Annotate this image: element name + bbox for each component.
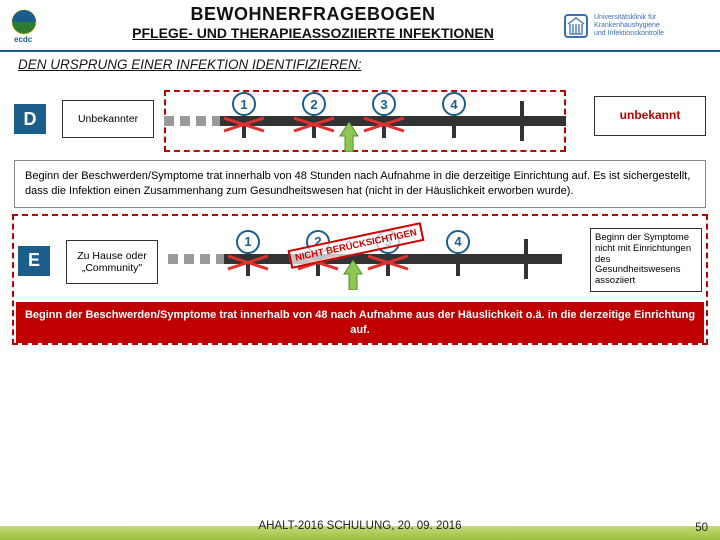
tick-num-d-2: 2 xyxy=(302,92,326,116)
green-arrow-d xyxy=(338,122,360,152)
tick-num-e-4: 4 xyxy=(446,230,470,254)
logo-right-line2: Krankenhaushygiene xyxy=(594,22,664,30)
uniklinik-logo: Universitätsklinik für Krankenhaushygien… xyxy=(562,4,712,48)
letter-badge-d: D xyxy=(14,104,46,134)
ecdc-logo: ecdc xyxy=(8,4,64,46)
logo-right-line1: Universitätsklinik für xyxy=(594,14,664,22)
timeline-d: 1 2 3 4 xyxy=(164,96,566,144)
bar-dashed-e xyxy=(168,254,228,264)
tick-num-d-4: 4 xyxy=(442,92,466,116)
svg-text:ecdc: ecdc xyxy=(14,35,33,44)
strike-d-2 xyxy=(288,118,340,128)
footer: AHALT-2016 SCHULUNG, 20. 09. 2016 xyxy=(0,512,720,540)
tick-num-d-1: 1 xyxy=(232,92,256,116)
section-e-wrap: E Zu Hause oder „Community" 1 2 3 4 NICH… xyxy=(12,214,708,346)
diagram-row-d: D Unbekannter 1 2 3 4 unbekannt xyxy=(14,82,706,156)
desc-d: Beginn der Beschwerden/Symptome trat inn… xyxy=(14,160,706,208)
strike-d-1 xyxy=(218,118,270,128)
bar-dashed-d xyxy=(164,116,224,126)
diagram-row-e: E Zu Hause oder „Community" 1 2 3 4 NICH… xyxy=(18,220,702,300)
footer-text: AHALT-2016 SCHULUNG, 20. 09. 2016 xyxy=(258,520,461,532)
title-sub: PFLEGE- UND THERAPIEASSOZIIERTE INFEKTIO… xyxy=(70,25,556,41)
timeline-e: 1 2 3 4 NICHT BERÜCKSICHTIGEN xyxy=(168,234,562,282)
strike-e-3 xyxy=(362,256,414,266)
desc-e: Beginn der Beschwerden/Symptome trat inn… xyxy=(16,302,704,344)
tick-end-e xyxy=(524,239,528,279)
right-box-d: unbekannt xyxy=(594,96,706,136)
tick-num-d-3: 3 xyxy=(372,92,396,116)
subtitle: DEN URSPRUNG EINER INFEKTION IDENTIFIZIE… xyxy=(18,57,362,72)
green-arrow-e xyxy=(342,260,364,290)
subtitle-row: DEN URSPRUNG EINER INFEKTION IDENTIFIZIE… xyxy=(0,52,720,80)
strike-d-3 xyxy=(358,118,410,128)
letter-badge-e: E xyxy=(18,246,50,276)
strike-e-1 xyxy=(222,256,274,266)
tick-end-d xyxy=(520,101,524,141)
logo-right-line3: und Infektionskontrolle xyxy=(594,30,664,38)
header: ecdc BEWOHNERFRAGEBOGEN PFLEGE- UND THER… xyxy=(0,0,720,52)
title-main: BEWOHNERFRAGEBOGEN xyxy=(70,4,556,25)
page-number: 50 xyxy=(695,522,708,534)
title-block: BEWOHNERFRAGEBOGEN PFLEGE- UND THERAPIEA… xyxy=(64,4,562,41)
origin-box-e: Zu Hause oder „Community" xyxy=(66,240,158,284)
right-box-e: Beginn der Symptome nicht mit Einrichtun… xyxy=(590,228,702,292)
tick-num-e-1: 1 xyxy=(236,230,260,254)
origin-box-d: Unbekannter xyxy=(62,100,154,138)
